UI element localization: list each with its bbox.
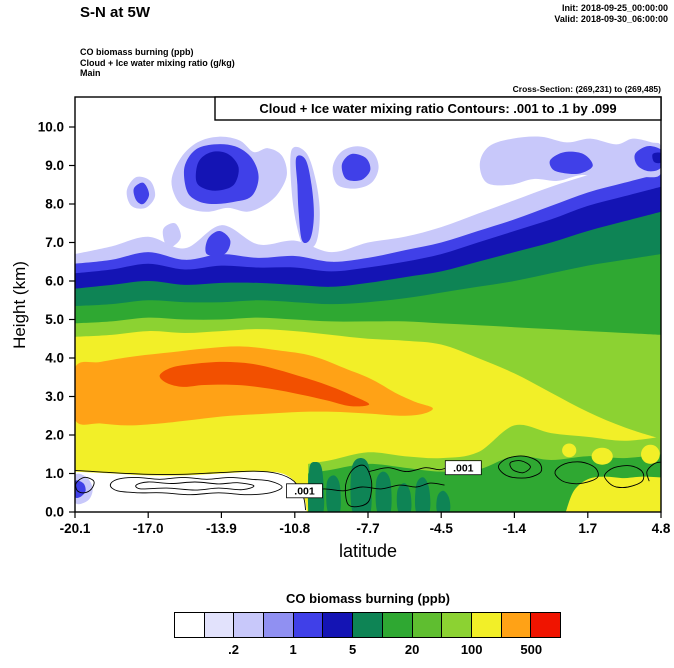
colorbar-cell-7 <box>382 613 413 637</box>
teal-column-2 <box>326 475 341 512</box>
x-tick-label: -7.7 <box>356 521 379 536</box>
cloud-line-right-edge <box>646 461 661 482</box>
y-tick-label: 0.0 <box>45 505 64 520</box>
patch-top-8-blue <box>341 153 371 182</box>
teal-column-6 <box>414 477 431 512</box>
colorbar-cell-6 <box>353 613 383 637</box>
patch-top-right-darkblue <box>652 152 661 164</box>
descender-strip-blue <box>295 155 314 244</box>
cross-section-label: Cross-Section: (269,231) to (269,485) <box>512 84 661 94</box>
y-tick-label: 7.0 <box>45 235 64 250</box>
colorbar-cell-10 <box>471 613 502 637</box>
corner-patch-blue <box>75 480 86 499</box>
colorbar-cell-3 <box>264 613 294 637</box>
colorbar-cell-12 <box>531 613 560 637</box>
yellow-spot-3 <box>562 443 577 458</box>
page-title: S-N at 5W <box>80 4 151 21</box>
y-tick-label: 4.0 <box>45 351 64 366</box>
cloud-loop-r1 <box>498 455 543 479</box>
legend-shaded-variable: CO biomass burning (ppb) <box>80 47 194 57</box>
y-tick-label: 8.0 <box>45 197 64 212</box>
init-time: Init: 2018-09-25_00:00:00 <box>561 3 668 13</box>
cloud-loop-outer <box>109 476 283 496</box>
blob-orange-core <box>159 361 370 407</box>
cloud-loop-r1-inner <box>509 460 531 474</box>
yellow-spot-2 <box>641 444 660 464</box>
cloud-contour-label-box <box>286 483 323 499</box>
y-tick-label: 2.0 <box>45 428 64 443</box>
teal-column-4 <box>375 471 392 512</box>
colorbar-tick-label: 1 <box>289 642 297 657</box>
colorbar-cell-11 <box>501 613 532 637</box>
bump-16-lavender <box>162 223 181 248</box>
y-tick-label: 9.0 <box>45 158 64 173</box>
y-tick-label: 3.0 <box>45 389 64 404</box>
x-tick-label: -17.0 <box>133 521 164 536</box>
contour-title-text: Cloud + Ice water mixing ratio Contours:… <box>259 101 616 116</box>
y-tick-label: 1.0 <box>45 466 64 481</box>
x-axis-title: latitude <box>338 541 398 561</box>
patch-top-right-blue-2 <box>634 146 661 172</box>
cross-section-chart: .001 .001 -20.1 -17.0 -13.9 -10.8 -7.7 -4.5 -1.… <box>38 96 671 537</box>
cloud-contour-label-box <box>444 460 482 476</box>
teal-column-3 <box>350 458 372 512</box>
co-field-layers <box>75 136 661 512</box>
x-tick-label: -4.5 <box>430 521 454 536</box>
teal-column-7 <box>436 490 451 512</box>
colorbar-cell-9 <box>442 613 472 637</box>
cloud-contour-label: .001 <box>294 486 315 498</box>
colorbar <box>174 612 561 638</box>
bottom-left-white-region <box>75 471 307 512</box>
colorbar-tick-label: .2 <box>228 642 239 657</box>
x-tick-label: -1.4 <box>503 521 527 536</box>
cloud-loop-inner <box>135 481 255 491</box>
bottom-right-yellow-region <box>565 476 661 512</box>
bump-14-blue <box>205 230 231 256</box>
legend-grid-name: Main <box>80 68 101 78</box>
legend-contour-variable: Cloud + Ice water mixing ratio (g/kg) <box>80 57 235 68</box>
colorbar-title: CO biomass burning (ppb) <box>286 591 450 606</box>
x-tick-label: -20.1 <box>60 521 91 536</box>
cloud-contour-label: .001 <box>453 463 474 475</box>
x-tick-label: -13.9 <box>206 521 237 536</box>
colorbar-cell-4 <box>293 613 324 637</box>
patch-top-mid-darkblue <box>195 151 239 191</box>
colorbar-cell-8 <box>412 613 443 637</box>
y-tick-label: 5.0 <box>45 312 64 327</box>
cloud-loop-r2 <box>554 461 599 485</box>
x-tick-label: -10.8 <box>279 521 310 536</box>
colorbar-tick-label: 100 <box>460 642 483 657</box>
colorbar-tick-label: 500 <box>520 642 543 657</box>
y-tick-label: 10.0 <box>38 120 64 135</box>
x-tick-label: 4.8 <box>652 521 671 536</box>
yellow-spot-1 <box>591 447 613 465</box>
colorbar-labels: .2 1 5 20 100 500 <box>174 642 561 658</box>
x-tick-label: 1.7 <box>578 521 597 536</box>
cloud-loop-col <box>344 464 373 508</box>
colorbar-cell-0 <box>175 613 205 637</box>
teal-column-5 <box>396 483 412 512</box>
y-tick-label: 6.0 <box>45 274 64 289</box>
valid-time: Valid: 2018-09-30_06:00:00 <box>554 13 668 24</box>
colorbar-cell-2 <box>234 613 265 637</box>
contour-title-box-frame <box>214 96 662 121</box>
patch-top-right-blue-1 <box>549 151 593 174</box>
cloud-loop-r3 <box>603 465 645 489</box>
colorbar-tick-label: 5 <box>348 642 357 657</box>
colorbar-cell-5 <box>323 613 354 637</box>
colorbar-cell-1 <box>204 613 235 637</box>
cloud-loop-left-edge <box>75 476 95 494</box>
axes: -20.1 -17.0 -13.9 -10.8 -7.7 -4.5 -1.4 1.7 4.8 0.… <box>38 120 671 537</box>
field-legend: CO biomass burning (ppb) Cloud + Ice wat… <box>80 47 235 79</box>
colorbar-tick-label: 20 <box>404 642 420 657</box>
patch-top-17-blue <box>133 182 150 205</box>
y-axis-title: Height (km) <box>10 261 29 349</box>
run-times: Init: 2018-09-25_00:00:00 Valid: 2018-09… <box>554 3 668 24</box>
contour-title-box: Cloud + Ice water mixing ratio Contours:… <box>214 96 662 121</box>
cloud-contour-lines: .001 .001 <box>75 455 661 511</box>
